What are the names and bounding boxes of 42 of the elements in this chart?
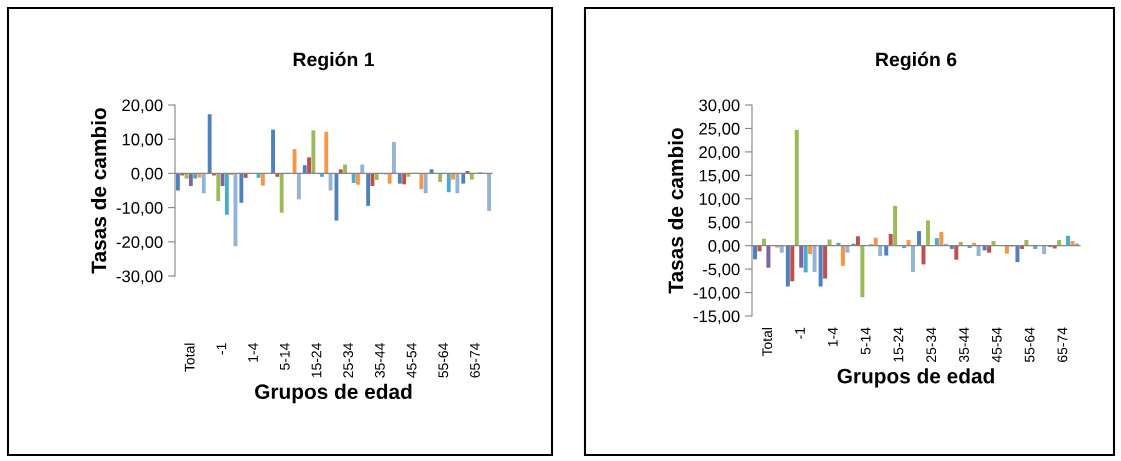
x-tick-label: 55-64 [1024, 327, 1035, 363]
y-tick-label: 15,00 [699, 169, 740, 184]
x-tick-label: 45-54 [992, 327, 1002, 363]
y-tick-label: -5,00 [702, 263, 740, 278]
y-tick-label: 0,00 [131, 167, 163, 182]
x-tick-label: 1-4 [248, 343, 258, 362]
chart-title: Región 1 [293, 51, 375, 71]
y-tick-label: -10,00 [116, 202, 163, 216]
y-tick-label: 25,00 [699, 122, 740, 137]
x-tick-label: 65-74 [1057, 327, 1068, 362]
x-tick-label: 65-74 [470, 343, 480, 378]
x-tick-label: 55-64 [438, 343, 449, 378]
y-tick-label: -10,00 [693, 286, 740, 301]
x-tick-label: 35-44 [959, 327, 969, 363]
x-tick-label: 35-44 [374, 343, 385, 378]
y-tick-label: 10,00 [699, 193, 740, 207]
x-axis-title: Grupos de edad [255, 383, 412, 404]
y-tick-label: 20,00 [699, 146, 740, 161]
x-tick-label: 45-54 [406, 343, 417, 378]
y-tick-label: 30,00 [699, 99, 740, 114]
y-tick-label: 5,00 [708, 216, 740, 231]
y-axis-title: Tasas de cambio [90, 108, 107, 274]
x-tick-label: -1 [216, 343, 227, 355]
x-tick-label: Total [184, 343, 195, 372]
y-tick-label: 10,00 [122, 133, 163, 148]
y-tick-label: 20,00 [122, 99, 163, 114]
x-tick-label: -1 [795, 327, 805, 339]
y-tick-label: -20,00 [116, 236, 163, 250]
x-tick-label: 5-14 [860, 327, 871, 355]
y-tick-label: 0,00 [708, 240, 740, 254]
y-tick-label: -30,00 [116, 270, 163, 285]
y-tick-label: -15,00 [693, 310, 740, 325]
x-tick-label: 5-14 [279, 343, 290, 370]
y-axis-title: Tasas de cambio [667, 128, 684, 294]
x-tick-label: 15-24 [311, 343, 322, 378]
x-tick-label: Total [761, 328, 773, 357]
x-tick-label: 25-34 [926, 327, 937, 362]
x-tick-label: 25-34 [343, 343, 354, 378]
x-tick-label: 1-4 [828, 327, 838, 347]
x-axis-title: Grupos de edad [837, 368, 994, 388]
chart-title: Región 6 [876, 51, 957, 71]
x-tick-label: 15-24 [893, 327, 904, 362]
